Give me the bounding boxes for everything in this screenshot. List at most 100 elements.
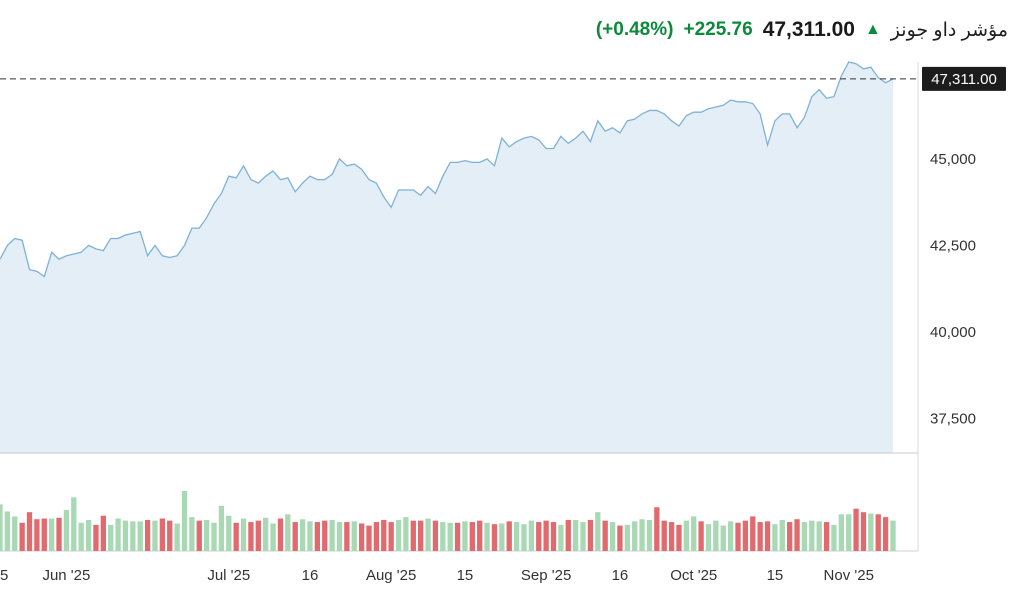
volume-bar [137,521,143,551]
volume-bar [787,522,793,551]
y-tick-label: 42,500 [930,237,976,254]
volume-bar [174,523,180,551]
volume-bar [705,524,712,551]
volume-bar [491,524,498,551]
volume-bar [34,519,40,551]
x-tick-label: Aug '25 [366,567,416,584]
up-arrow-icon: ▲ [864,21,881,38]
current-price-label: 47,311.00 [931,71,997,88]
volume-bar [358,523,365,551]
volume-bar [329,519,335,551]
volume-bar [477,520,483,551]
volume-bar [565,519,571,551]
volume-bar [454,522,461,551]
y-tick-label: 40,000 [930,324,976,341]
volume-bar [779,519,785,551]
volume-bar [646,519,653,551]
volume-bar [152,520,158,551]
quote-header: مؤشر داو جونز ▲ 47,311.00 +225.76 (+0.48… [596,14,1008,46]
volume-bar [868,513,874,551]
volume-bar [432,520,439,551]
price-change: +225.76 [683,19,753,40]
volume-bar [167,520,173,551]
volume-bar [12,516,18,551]
volume-bar [742,520,749,551]
volume-bar [595,512,601,551]
volume-bar [860,512,867,551]
volume-bar [322,520,328,551]
volume-bar [336,522,343,551]
volume-bar [794,519,800,551]
price-line[interactable] [0,61,894,278]
volume-bar [277,518,284,551]
volume-bar [698,521,704,551]
x-tick-label: 15 [0,567,8,584]
volume-bar [558,524,564,551]
volume-bar [19,522,25,551]
index-name: مؤشر داو جونز [890,19,1008,41]
volume-bar [573,519,579,551]
volume-bar [381,519,387,551]
volume-bar [639,519,645,551]
volume-bar [410,520,416,551]
volume-bar [100,515,106,551]
volume-bar [528,520,535,551]
volume-bar [203,519,210,551]
volume-bar [263,517,269,551]
volume-bar [809,520,815,551]
x-tick-label: 16 [612,567,629,584]
volume-bar [727,521,734,551]
volume-bar [513,522,520,551]
volume-bar [543,520,549,551]
volume-bar [676,524,682,551]
volume-bar [735,522,741,551]
volume-bar [56,517,62,551]
volume-bar [816,521,822,551]
volume-bar [587,519,594,551]
volume-bar [853,508,859,551]
x-axis: 15 Jun '25 Jul '25 16 Aug '25 15 Sep '25 16 Oct … [0,567,874,584]
volume-bar [713,520,719,551]
volume-bar [270,523,276,551]
volume-bar [846,514,852,551]
volume-bar [609,522,616,551]
volume-bar [78,522,84,551]
volume-bar [181,491,188,551]
volume-bar [823,522,830,551]
volume-bar [683,520,690,551]
volume-bar [462,521,468,551]
y-tick-label: 37,500 [930,410,976,427]
volume-bar [484,522,490,551]
volume-bar [211,522,217,551]
volume-bar [580,522,586,551]
volume-bar [49,518,55,551]
volume-bar [388,522,394,551]
volume-bar [159,518,166,551]
volume-bar [890,520,896,551]
y-tick-label: 45,000 [930,151,976,168]
volume-bar [536,522,542,551]
volume-bar [292,522,298,551]
volume-bar [226,515,232,551]
volume-bar [0,504,3,551]
volume-bar [757,522,763,551]
x-tick-label: Oct '25 [670,567,717,584]
volume-bar [550,522,557,551]
volume-bar [122,520,129,551]
volume-bar [617,525,623,551]
volume-bar [624,524,630,551]
volume-bar [285,514,291,551]
volume-bar [661,520,667,551]
volume-bar [299,519,306,551]
x-tick-label: 16 [302,567,319,584]
x-tick-label: 15 [767,567,784,584]
volume-bar [506,521,512,551]
volume-bar [440,522,446,551]
volume-bar [248,522,254,551]
volume-bar [63,510,70,551]
volume-bar [314,522,320,551]
volume-bar [395,519,402,551]
volume-bar [351,521,357,551]
